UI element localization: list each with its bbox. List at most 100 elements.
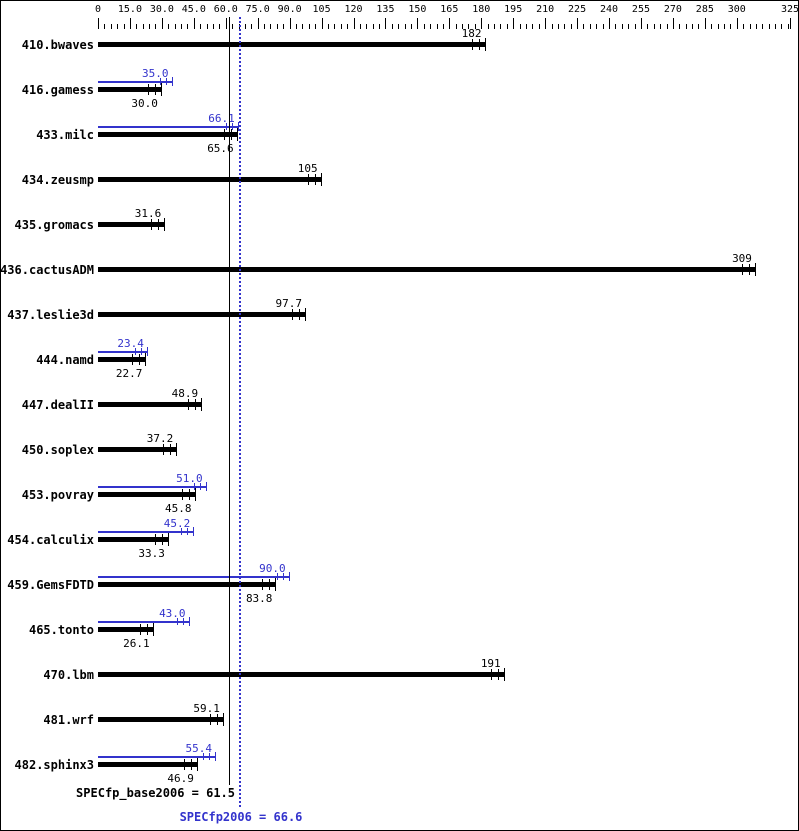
- axis-minor-tick: [628, 24, 630, 29]
- axis-minor-tick: [104, 24, 106, 29]
- base-bar: [98, 402, 203, 407]
- base-value-label: 45.8: [165, 502, 192, 515]
- base-run-mark: [158, 219, 160, 230]
- axis-minor-tick: [583, 24, 585, 29]
- axis-tick-label: 255: [631, 4, 650, 15]
- base-value-label: 26.1: [123, 637, 150, 650]
- benchmark-name: 465.tonto: [28, 623, 94, 637]
- base-bar: [98, 447, 178, 452]
- axis-major-tick: [353, 18, 355, 29]
- peak-run-mark: [187, 528, 189, 535]
- specfp-base2006-mean-label: SPECfp_base2006 = 61.5: [76, 786, 235, 800]
- peak-bar: [98, 756, 216, 758]
- base-run-mark: [195, 399, 197, 410]
- base-value-label: 309: [732, 252, 752, 265]
- peak-run-mark: [176, 618, 178, 625]
- peak-end-cap: [237, 122, 239, 131]
- axis-minor-tick: [276, 24, 278, 29]
- base-bar: [98, 357, 147, 362]
- peak-end-cap: [205, 482, 207, 491]
- base-end-cap: [305, 308, 307, 321]
- peak-value-label: 55.4: [185, 742, 212, 755]
- axis-minor-tick: [781, 24, 783, 29]
- base-run-mark: [181, 489, 183, 500]
- benchmark-name: 433.milc: [36, 128, 94, 142]
- axis-tick-label: 240: [599, 4, 619, 15]
- axis-major-tick: [449, 18, 451, 29]
- base-run-mark: [262, 579, 264, 590]
- base-bar: [98, 492, 196, 497]
- axis-minor-tick: [532, 24, 534, 29]
- axis-minor-tick: [168, 24, 170, 29]
- peak-run-mark: [181, 528, 183, 535]
- base-run-mark: [183, 759, 185, 770]
- axis-tick-label: 300: [727, 4, 746, 15]
- axis-major-tick: [481, 18, 483, 29]
- base-run-mark: [216, 714, 218, 725]
- axis-tick-label: 225: [568, 4, 587, 15]
- base-bar: [98, 267, 756, 272]
- axis-major-tick: [790, 18, 791, 29]
- axis-minor-tick: [206, 24, 208, 29]
- peak-end-cap: [214, 752, 216, 761]
- axis-major-tick: [640, 18, 642, 29]
- axis-minor-tick: [110, 24, 112, 29]
- axis-minor-tick: [538, 24, 540, 29]
- peak-mean-line: [238, 17, 241, 807]
- axis-major-tick: [513, 18, 515, 29]
- axis-minor-tick: [494, 24, 496, 29]
- base-value-label: 31.6: [134, 207, 162, 220]
- benchmark-name: 453.povray: [21, 488, 94, 502]
- base-bar: [98, 672, 505, 677]
- base-bar: [98, 762, 198, 767]
- benchmark-name: 434.zeusmp: [21, 173, 94, 187]
- base-bar: [98, 312, 307, 317]
- base-run-mark: [151, 219, 153, 230]
- peak-bar: [98, 531, 195, 533]
- axis-minor-tick: [251, 24, 253, 29]
- axis-minor-tick: [232, 24, 234, 29]
- base-run-mark: [748, 264, 750, 275]
- peak-run-mark: [193, 483, 195, 490]
- axis-minor-tick: [327, 24, 329, 29]
- base-end-cap: [152, 623, 154, 636]
- axis-minor-tick: [551, 24, 553, 29]
- axis-tick-label: 150: [408, 4, 427, 15]
- base-bar: [98, 132, 238, 137]
- axis-minor-tick: [692, 24, 694, 29]
- base-run-mark: [307, 174, 309, 185]
- base-mean-line: [228, 17, 230, 785]
- axis-minor-tick: [487, 24, 489, 29]
- axis-minor-tick: [596, 24, 598, 29]
- base-value-label: 83.8: [245, 592, 273, 605]
- peak-end-cap: [288, 572, 290, 581]
- base-run-mark: [188, 489, 190, 500]
- axis-minor-tick: [743, 24, 745, 29]
- axis-major-tick: [609, 18, 610, 29]
- axis-tick-label: 270: [663, 4, 682, 15]
- axis-minor-tick: [200, 24, 202, 29]
- axis-minor-tick: [762, 24, 764, 29]
- peak-end-cap: [193, 527, 195, 536]
- peak-bar: [98, 576, 290, 578]
- peak-run-mark: [159, 78, 161, 85]
- axis-minor-tick: [372, 24, 374, 29]
- axis-minor-tick: [557, 24, 559, 29]
- axis-minor-tick: [359, 24, 361, 29]
- base-end-cap: [320, 173, 322, 186]
- benchmark-name: 410.bwaves: [21, 38, 94, 52]
- base-run-mark: [223, 129, 225, 140]
- peak-bar: [98, 81, 173, 83]
- base-run-mark: [161, 534, 163, 545]
- axis-tick-label: 60.0: [213, 4, 238, 15]
- benchmark-name: 482.sphinx3: [14, 758, 94, 772]
- peak-run-mark: [282, 573, 284, 580]
- base-run-mark: [490, 669, 492, 680]
- benchmark-name: 444.namd: [36, 353, 94, 367]
- axis-minor-tick: [474, 24, 476, 29]
- peak-run-mark: [225, 123, 227, 130]
- peak-run-mark: [276, 573, 278, 580]
- axis-minor-tick: [775, 24, 777, 29]
- axis-minor-tick: [347, 24, 349, 29]
